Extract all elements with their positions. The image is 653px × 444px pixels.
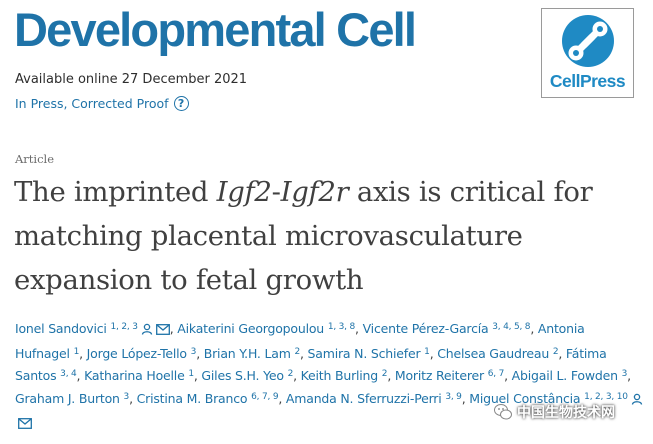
wechat-icon bbox=[494, 404, 512, 420]
author-separator: , bbox=[387, 368, 395, 383]
author-affiliation-sup: 1 bbox=[188, 369, 194, 379]
author-separator: , bbox=[355, 321, 363, 336]
title-part: axis is critical for matching placental … bbox=[14, 176, 593, 296]
author-separator: , bbox=[293, 368, 301, 383]
author-affiliation-sup: 6, 7 bbox=[487, 369, 505, 379]
author-link[interactable]: Moritz Reiterer 6, 7 bbox=[395, 368, 504, 383]
author-link[interactable]: Ionel Sandovici 1, 2, 3 bbox=[15, 321, 170, 336]
person-icon[interactable] bbox=[141, 320, 153, 343]
author-link[interactable]: Graham J. Burton 3 bbox=[15, 391, 129, 406]
author-affiliation-sup: 3 bbox=[123, 391, 130, 402]
author-link[interactable]: Giles S.H. Yeo 2 bbox=[201, 368, 293, 383]
author-name: Chelsea Gaudreau bbox=[437, 345, 550, 361]
cellpress-logo[interactable]: CellPress bbox=[541, 8, 634, 98]
author-name: Miguel Constância bbox=[469, 390, 581, 406]
article-type: Article bbox=[15, 152, 55, 166]
author-separator: , bbox=[169, 321, 178, 336]
email-icon[interactable] bbox=[18, 414, 32, 437]
author-separator: , bbox=[300, 345, 308, 361]
author-affiliation-sup: 1, 2, 3, 10 bbox=[584, 391, 628, 402]
author-name: Graham J. Burton bbox=[15, 390, 120, 406]
author-name: Abigail L. Fowden bbox=[511, 368, 618, 383]
author-name: Amanda N. Sferruzzi-Perri bbox=[285, 390, 442, 406]
author-separator: , bbox=[193, 368, 202, 383]
author-name: Giles S.H. Yeo bbox=[201, 368, 284, 383]
author-separator: , bbox=[429, 345, 438, 361]
author-separator: , bbox=[461, 390, 470, 406]
author-link[interactable]: Jorge López-Tello 3 bbox=[87, 346, 197, 361]
article-title: The imprinted Igf2-Igf2r axis is critica… bbox=[14, 170, 644, 302]
cellpress-logo-text: CellPress bbox=[549, 71, 626, 91]
help-icon[interactable]: ? bbox=[173, 96, 189, 111]
author-link[interactable]: Samira N. Schiefer 1 bbox=[308, 346, 430, 361]
author-link[interactable]: Miguel Constância 1, 2, 3, 10 bbox=[15, 391, 643, 431]
author-affiliation-sup: 3 bbox=[190, 346, 197, 357]
author-separator: , bbox=[278, 390, 286, 406]
author-separator: , bbox=[627, 368, 631, 383]
author-link[interactable]: Antonia Hufnagel 1 bbox=[15, 321, 585, 361]
author-link[interactable]: Vicente Pérez-García 3, 4, 5, 8 bbox=[363, 321, 531, 336]
author-name: Samira N. Schiefer bbox=[307, 345, 421, 361]
author-name: Antonia Hufnagel bbox=[15, 321, 585, 361]
author-affiliation-sup: 1, 3, 8 bbox=[327, 322, 356, 332]
title-part: The imprinted bbox=[14, 176, 217, 208]
author-link[interactable]: Katharina Hoelle 1 bbox=[84, 368, 194, 383]
author-affiliation-sup: 3, 9 bbox=[445, 391, 462, 402]
cellpress-emblem-icon bbox=[562, 15, 614, 67]
author-separator: , bbox=[196, 345, 204, 361]
author-name: Cristina M. Branco bbox=[136, 390, 248, 406]
author-affiliation-sup: 1 bbox=[73, 346, 80, 357]
author-name: Katharina Hoelle bbox=[84, 368, 185, 383]
author-link[interactable]: Aikaterini Georgopoulou 1, 3, 8 bbox=[177, 321, 355, 336]
author-affiliation-sup: 2 bbox=[287, 369, 294, 379]
author-separator: , bbox=[558, 345, 566, 361]
email-icon[interactable] bbox=[155, 320, 170, 343]
author-separator: , bbox=[504, 368, 512, 383]
title-gene-igf2r: Igf2r bbox=[280, 176, 349, 208]
author-separator: , bbox=[530, 321, 538, 336]
journal-title[interactable]: Developmental Cell bbox=[14, 3, 417, 56]
author-link[interactable]: Amanda N. Sferruzzi-Perri 3, 9 bbox=[286, 391, 462, 406]
author-name: Brian Y.H. Lam bbox=[203, 345, 291, 361]
in-press-status-link[interactable]: In Press, Corrected Proof ? bbox=[15, 96, 189, 111]
author-name: Moritz Reiterer bbox=[394, 368, 484, 383]
author-name: Jorge López-Tello bbox=[86, 345, 187, 361]
author-name: Vicente Pérez-García bbox=[362, 321, 489, 336]
watermark-text: 中国生物技术网 bbox=[517, 405, 615, 421]
author-affiliation-sup: 6, 7, 9 bbox=[251, 391, 279, 402]
author-separator: , bbox=[129, 390, 137, 406]
author-name: Ionel Sandovici bbox=[15, 321, 107, 336]
author-link[interactable]: Abigail L. Fowden 3 bbox=[511, 368, 628, 383]
person-icon[interactable] bbox=[631, 390, 643, 413]
author-link[interactable]: Fátima Santos 3, 4 bbox=[15, 346, 607, 384]
author-separator: , bbox=[79, 345, 87, 361]
author-name: Aikaterini Georgopoulou bbox=[177, 321, 325, 336]
watermark: 中国生物技术网 bbox=[494, 402, 615, 422]
author-name: Fátima Santos bbox=[15, 345, 607, 384]
author-separator: , bbox=[76, 368, 85, 383]
author-affiliation-sup: 2 bbox=[381, 369, 388, 379]
author-link[interactable]: Keith Burling 2 bbox=[301, 368, 388, 383]
author-link[interactable]: Cristina M. Branco 6, 7, 9 bbox=[137, 391, 279, 406]
author-affiliation-sup: 3 bbox=[621, 369, 628, 379]
author-affiliation-sup: 1, 2, 3 bbox=[110, 322, 138, 332]
author-name: Keith Burling bbox=[300, 368, 379, 383]
author-affiliation-sup: 2 bbox=[552, 346, 559, 357]
status-label: In Press, Corrected Proof bbox=[15, 96, 169, 111]
author-affiliation-sup: 3, 4, 5, 8 bbox=[492, 322, 531, 332]
author-affiliation-sup: 1 bbox=[424, 346, 430, 357]
author-list: Ionel Sandovici 1, 2, 3, Aikaterini Geor… bbox=[15, 318, 643, 437]
author-affiliation-sup: 2 bbox=[294, 346, 300, 357]
title-part: - bbox=[271, 176, 281, 208]
author-affiliation-sup: 3, 4 bbox=[60, 369, 77, 379]
title-gene-igf2: Igf2 bbox=[216, 176, 272, 208]
author-link[interactable]: Chelsea Gaudreau 2 bbox=[437, 346, 558, 361]
available-online-date: Available online 27 December 2021 bbox=[15, 72, 248, 87]
author-link[interactable]: Brian Y.H. Lam 2 bbox=[204, 346, 300, 361]
